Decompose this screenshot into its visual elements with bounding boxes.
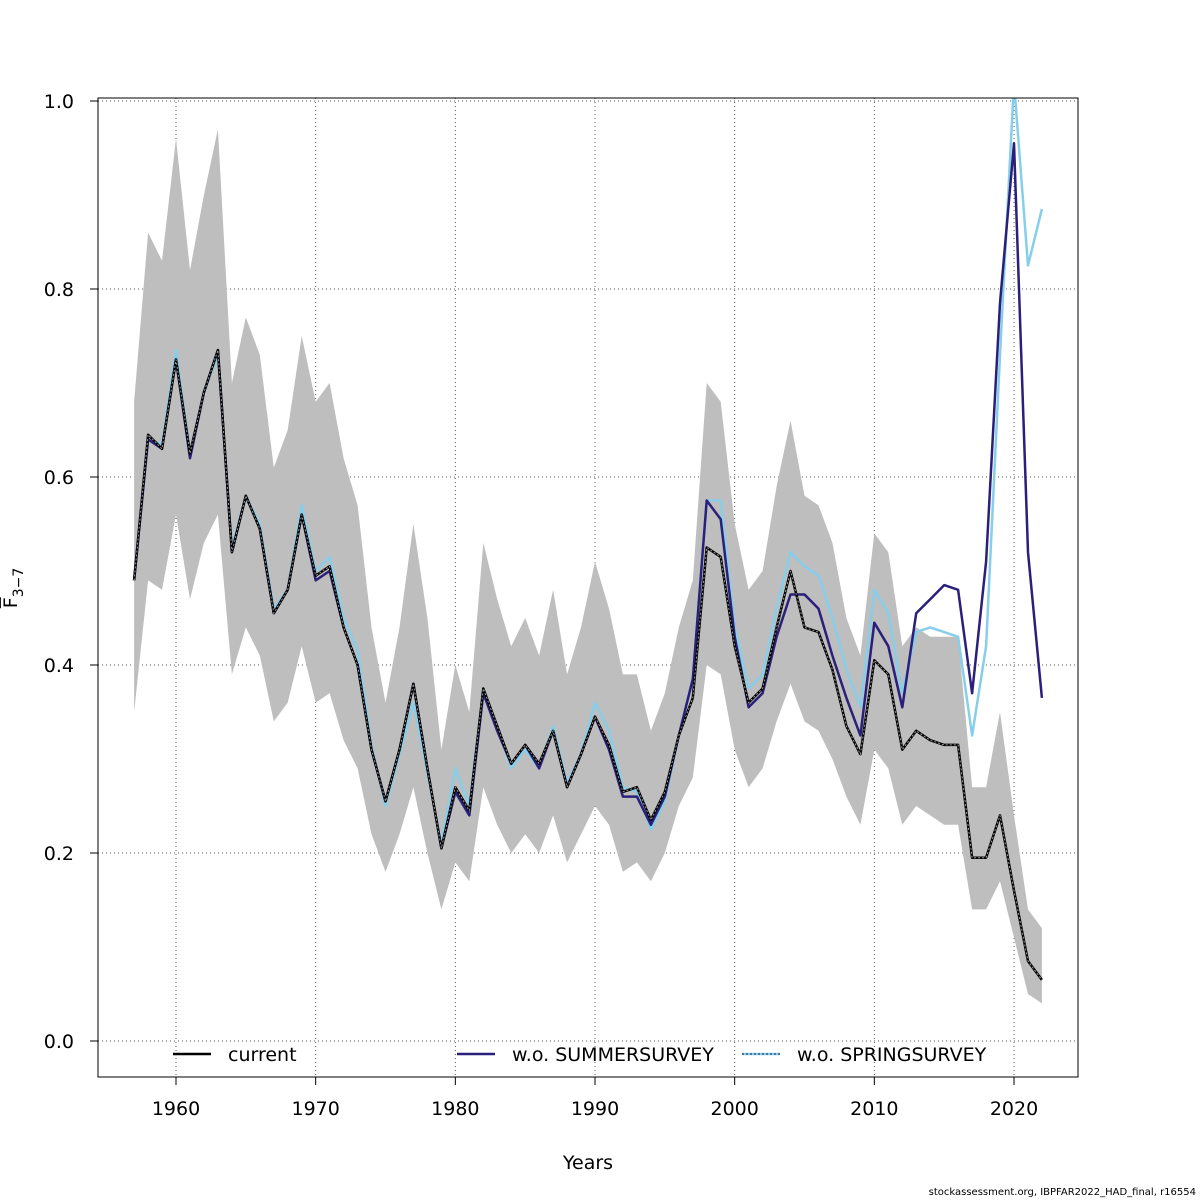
x-tick-label: 2010 — [850, 1098, 898, 1120]
y-axis-title-group: F3−7 — [0, 568, 27, 608]
y-tick-label: 0.8 — [44, 279, 74, 301]
confidence-band-area — [134, 129, 1042, 1004]
y-axis-title-subscript: 3−7 — [11, 568, 27, 598]
y-tick-label: 0.4 — [44, 655, 74, 677]
x-axis: 1960 1970 1980 1990 2000 2010 2020 — [152, 1076, 1038, 1120]
x-tick-label: 1990 — [571, 1098, 619, 1120]
series-line-current — [132, 348, 1043, 981]
x-tick-label: 1970 — [291, 1098, 339, 1120]
legend: current w.o. SUMMERSURVEY w.o. SPRINGSURVE… — [173, 1044, 987, 1066]
y-tick-label: 0.0 — [44, 1031, 74, 1053]
x-tick-label: 2000 — [710, 1098, 758, 1120]
legend-label: w.o. SPRINGSURVEY — [797, 1044, 987, 1066]
confidence-band — [134, 129, 1042, 1004]
legend-label: current — [228, 1044, 297, 1066]
x-tick-label: 2020 — [990, 1098, 1038, 1120]
y-tick-label: 1.0 — [44, 91, 74, 113]
y-axis-title-main: F — [0, 597, 22, 608]
y-axis: 0.0 0.2 0.4 0.6 0.8 1.0 — [44, 91, 99, 1053]
y-tick-label: 0.6 — [44, 467, 74, 489]
x-axis-title: Years — [562, 1152, 613, 1174]
x-tick-label: 1980 — [431, 1098, 479, 1120]
x-tick-label: 1960 — [152, 1098, 200, 1120]
source-caption: stockassessment.org, IBPFAR2022_HAD_fina… — [928, 1187, 1196, 1198]
y-axis-title: F3−7 — [0, 568, 27, 608]
series-lines — [132, 98, 1044, 981]
y-tick-label: 0.2 — [44, 843, 74, 865]
legend-label: w.o. SUMMERSURVEY — [512, 1044, 714, 1066]
